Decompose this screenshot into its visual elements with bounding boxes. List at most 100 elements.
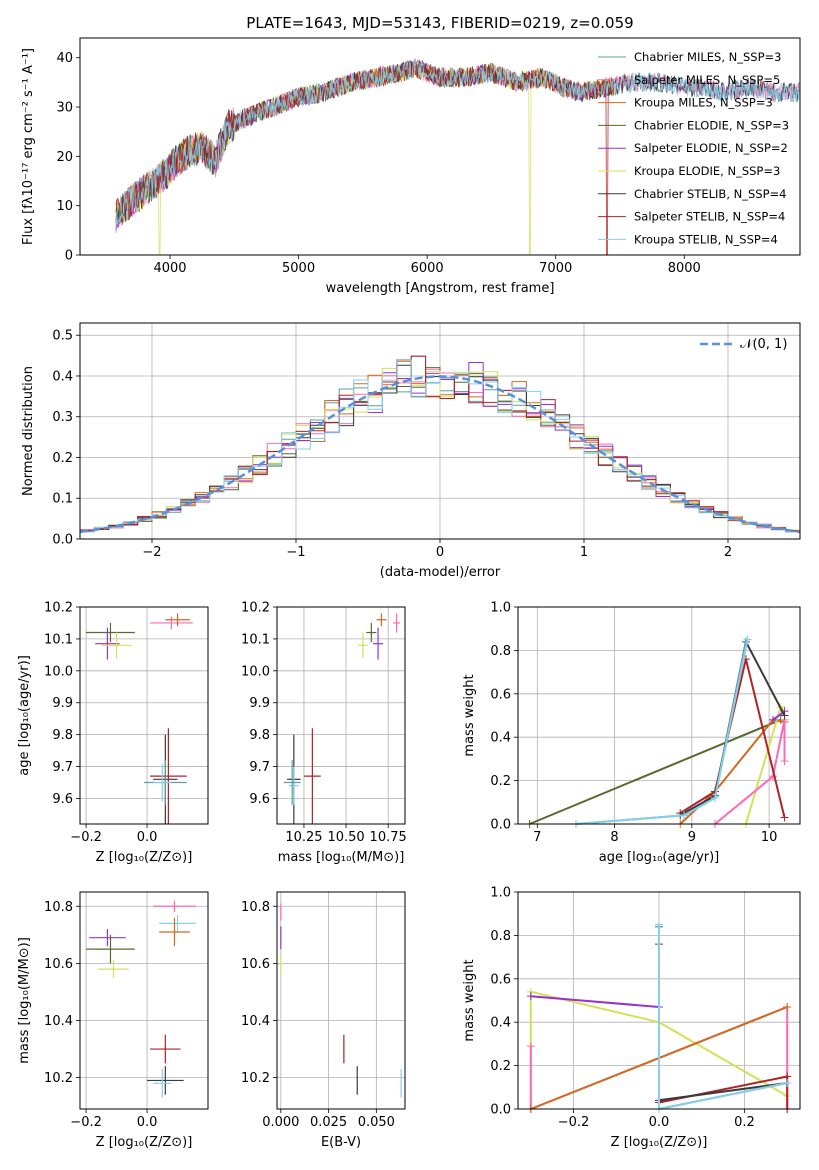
errorbar-point [288,766,299,805]
errorbar-point [373,627,384,660]
spectrum-ylabel: Flux [fλ10⁻¹⁷ erg cm⁻² s⁻¹ A⁻¹] [21,48,36,245]
spectrum-xtick-label: 7000 [539,261,572,276]
age_vs_Z-xtick-label: −0.2 [70,830,102,845]
weight_vs_age-frame [517,606,801,825]
mass_vs_ebv-xtick-label: 0.000 [262,1115,299,1130]
weight_vs_age-ytick-label: 1.0 [490,601,511,616]
errorbar-point [86,934,135,964]
weight_vs_Z-xtick-label: 0.2 [734,1115,755,1130]
residuals-frame [79,322,801,540]
mass_vs_Z-xtick-label: −0.2 [70,1115,102,1130]
errorbar-point [95,627,120,660]
legend-entry: 𝒩(0, 1) [740,337,787,352]
residuals-ytick-label: 0.1 [52,492,73,507]
age_vs_Z-ytick-label: 10.1 [44,632,73,647]
errorbar-point [376,613,387,627]
spectrum-ytick-label: 0 [65,249,73,264]
spectrum-xtick-label: 8000 [668,261,701,276]
spectrum-ytick-label: 10 [56,199,73,214]
errorbar-point [153,1069,172,1098]
figure-title: PLATE=1643, MJD=53143, FIBERID=0219, z=0… [246,14,633,32]
errorbar-point [147,1066,184,1095]
residuals-ytick-label: 0.0 [52,533,73,548]
spectrum-frame [79,37,801,256]
errorbar-point [98,960,129,978]
weight-line-chabrier-miles [658,926,788,1111]
mass_vs_ebv-xlabel: E(B-V) [321,1135,361,1150]
weight_vs_Z-ytick-label: 0.8 [490,929,511,944]
errorbar-point [150,728,187,824]
legend-entry: Chabrier MILES, N_SSP=3 [634,50,781,64]
normal-curve [79,375,801,534]
weight_vs_age-xtick-label: 10 [761,830,778,845]
age_vs_Z-ytick-label: 9.7 [52,760,73,775]
age_vs_Z-ytick-label: 9.8 [52,728,73,743]
errorbar-point [159,917,190,947]
mass_vs_Z-ylabel: mass [log₁₀(M/M⊙)] [17,937,32,1064]
age_vs_Z-ytick-label: 10.2 [44,601,73,616]
weight_vs_age-xtick-label: 7 [533,830,541,845]
weight-marker [780,813,789,822]
weight-marker [526,1042,535,1051]
age_vs_mass-xtick-label: 10.25 [285,830,322,845]
errorbar-point [153,763,172,802]
spectrum-ytick-label: 30 [56,101,73,116]
legend-entry: Kroupa ELODIE, N_SSP=3 [634,164,780,178]
weight-marker [711,793,720,802]
weight_vs_age-ytick-label: 0.6 [490,687,511,702]
errorbar-point [86,622,135,643]
errorbar-point [393,613,400,633]
residuals-ylabel: Normed distribution [21,366,36,496]
weight_vs_age-ytick-label: 0.2 [490,774,511,789]
errorbar-point [165,613,190,627]
weight-marker [780,757,789,766]
legend-entry: Chabrier ELODIE, N_SSP=3 [634,118,789,132]
residuals-xtick-label: −2 [142,545,161,560]
weight-line-chabrier-elodie [529,718,782,825]
weight_vs_Z-xtick-label: −0.2 [558,1115,590,1130]
age_vs_mass-xtick-label: 10.50 [327,830,364,845]
age_vs_Z-xlabel: Z [log₁₀(Z/Z⊙)] [96,850,193,865]
mass_vs_Z-ytick-label: 10.4 [44,1014,73,1029]
age_vs_Z-ytick-label: 10.0 [44,664,73,679]
legend-entry: Kroupa STELIB, N_SSP=4 [634,232,778,246]
mass_vs_ebv-ytick-label: 10.2 [241,1071,270,1086]
residuals-xtick-label: −1 [286,545,305,560]
errorbar-point [283,760,301,805]
mass_vs_Z-ytick-label: 10.2 [44,1071,73,1086]
weight-marker [783,1078,792,1087]
age_vs_mass-ytick-label: 10.0 [241,664,270,679]
errorbar-point [153,900,196,912]
spectrum-xtick-label: 4000 [153,261,186,276]
errorbar-point [357,632,368,659]
residuals-xtick-label: 0 [436,545,444,560]
residuals-xtick-label: 1 [580,545,588,560]
age_vs_Z-ytick-label: 9.9 [52,696,73,711]
weight-marker [768,715,777,724]
weight_vs_age-xtick-label: 8 [610,830,618,845]
weight-line-salpeter-miles [714,719,786,825]
weight-marker [655,920,663,929]
mass_vs_Z-ytick-label: 10.6 [44,957,73,972]
age_vs_mass-ytick-label: 9.6 [249,792,270,807]
weight_vs_age-ytick-label: 0.4 [490,731,511,746]
errorbar-point [101,632,132,659]
weight_vs_age-xlabel: age [log₁₀(age/yr)] [599,850,720,865]
weight_vs_Z-xtick-label: 0.0 [649,1115,670,1130]
residuals-ytick-label: 0.3 [52,410,73,425]
weight-line-kroupa-elodie [744,704,786,825]
spectrum-ytick-label: 20 [56,150,73,165]
errorbar-point [366,622,377,643]
mass_vs_ebv-ytick-label: 10.8 [241,900,270,915]
mass_vs_Z-ytick-label: 10.8 [44,900,73,915]
errorbar-point [89,929,126,947]
errorbar-point [303,728,321,824]
age_vs_mass-ytick-label: 9.9 [249,696,270,711]
errorbar-point [150,1034,181,1064]
age_vs_Z-xtick-label: 0.0 [137,830,158,845]
spectrum-xtick-label: 5000 [282,261,315,276]
weight-marker [526,992,535,1001]
mass_vs_ebv-xtick-label: 0.025 [310,1115,347,1130]
mass_vs_ebv-frame [276,891,406,1110]
